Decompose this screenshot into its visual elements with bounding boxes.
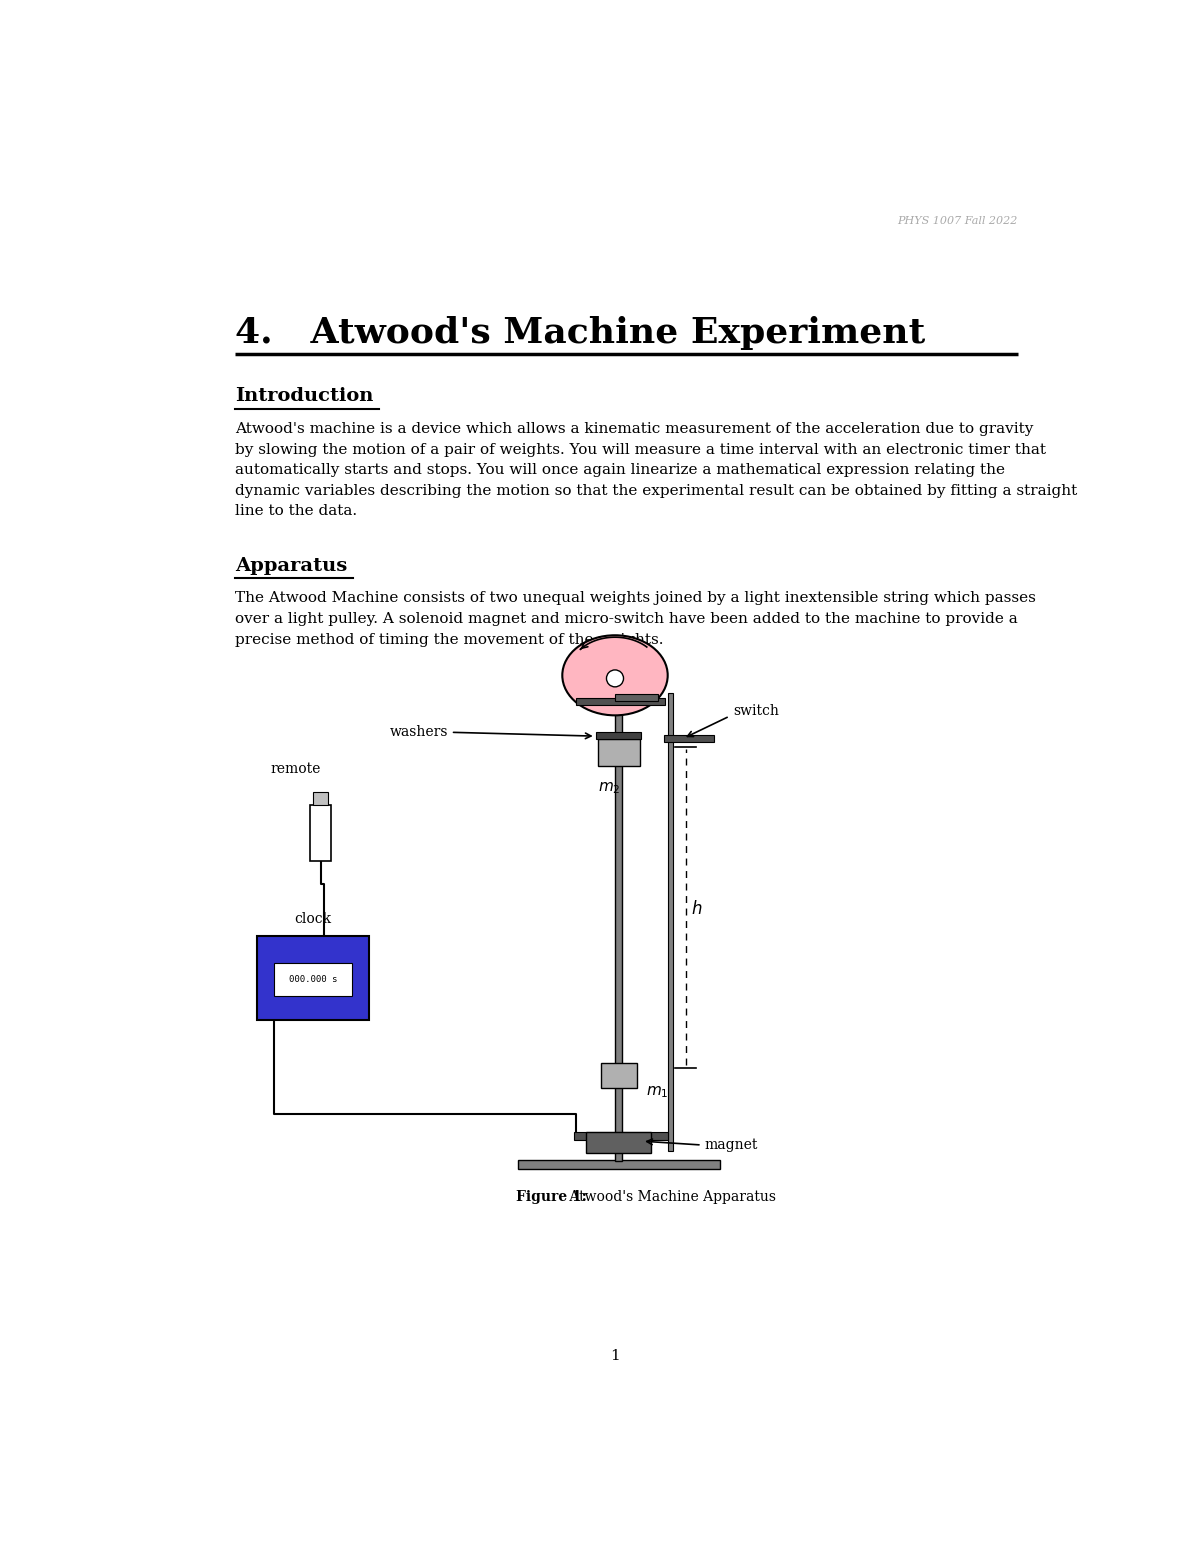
Text: 000.000 s: 000.000 s xyxy=(288,975,337,983)
Text: washers: washers xyxy=(390,725,449,739)
Bar xyxy=(576,697,665,705)
Text: switch: switch xyxy=(733,704,779,717)
Text: 4.   Atwood's Machine Experiment: 4. Atwood's Machine Experiment xyxy=(235,315,925,349)
Bar xyxy=(598,739,640,766)
Text: $h$: $h$ xyxy=(691,899,702,918)
Ellipse shape xyxy=(563,635,667,716)
Bar xyxy=(664,735,714,741)
Bar xyxy=(274,963,352,995)
Bar xyxy=(311,806,330,860)
Bar xyxy=(587,1132,652,1154)
Text: Figure 1:: Figure 1: xyxy=(516,1190,587,1204)
Bar xyxy=(616,662,623,1162)
Circle shape xyxy=(606,669,624,686)
Bar xyxy=(616,694,658,702)
Text: 1: 1 xyxy=(610,1350,620,1364)
Bar xyxy=(313,792,329,806)
Text: Atwood's Machine Apparatus: Atwood's Machine Apparatus xyxy=(565,1190,776,1204)
Text: magnet: magnet xyxy=(704,1138,757,1152)
Bar xyxy=(667,693,673,1151)
Text: clock: clock xyxy=(294,912,331,926)
Text: $m_2$: $m_2$ xyxy=(599,780,620,795)
Text: $m_1$: $m_1$ xyxy=(646,1084,668,1100)
Bar xyxy=(574,1132,668,1140)
Text: Atwood's machine is a device which allows a kinematic measurement of the acceler: Atwood's machine is a device which allow… xyxy=(235,422,1078,519)
Bar xyxy=(596,733,641,739)
Bar xyxy=(257,935,368,1020)
Text: The Atwood Machine consists of two unequal weights joined by a light inextensibl: The Atwood Machine consists of two unequ… xyxy=(235,592,1036,646)
Text: PHYS 1007 Fall 2022: PHYS 1007 Fall 2022 xyxy=(898,216,1018,225)
Bar xyxy=(518,1160,720,1169)
Text: remote: remote xyxy=(270,763,320,776)
Text: Introduction: Introduction xyxy=(235,387,373,405)
Text: Apparatus: Apparatus xyxy=(235,556,348,575)
Bar xyxy=(601,1064,637,1089)
